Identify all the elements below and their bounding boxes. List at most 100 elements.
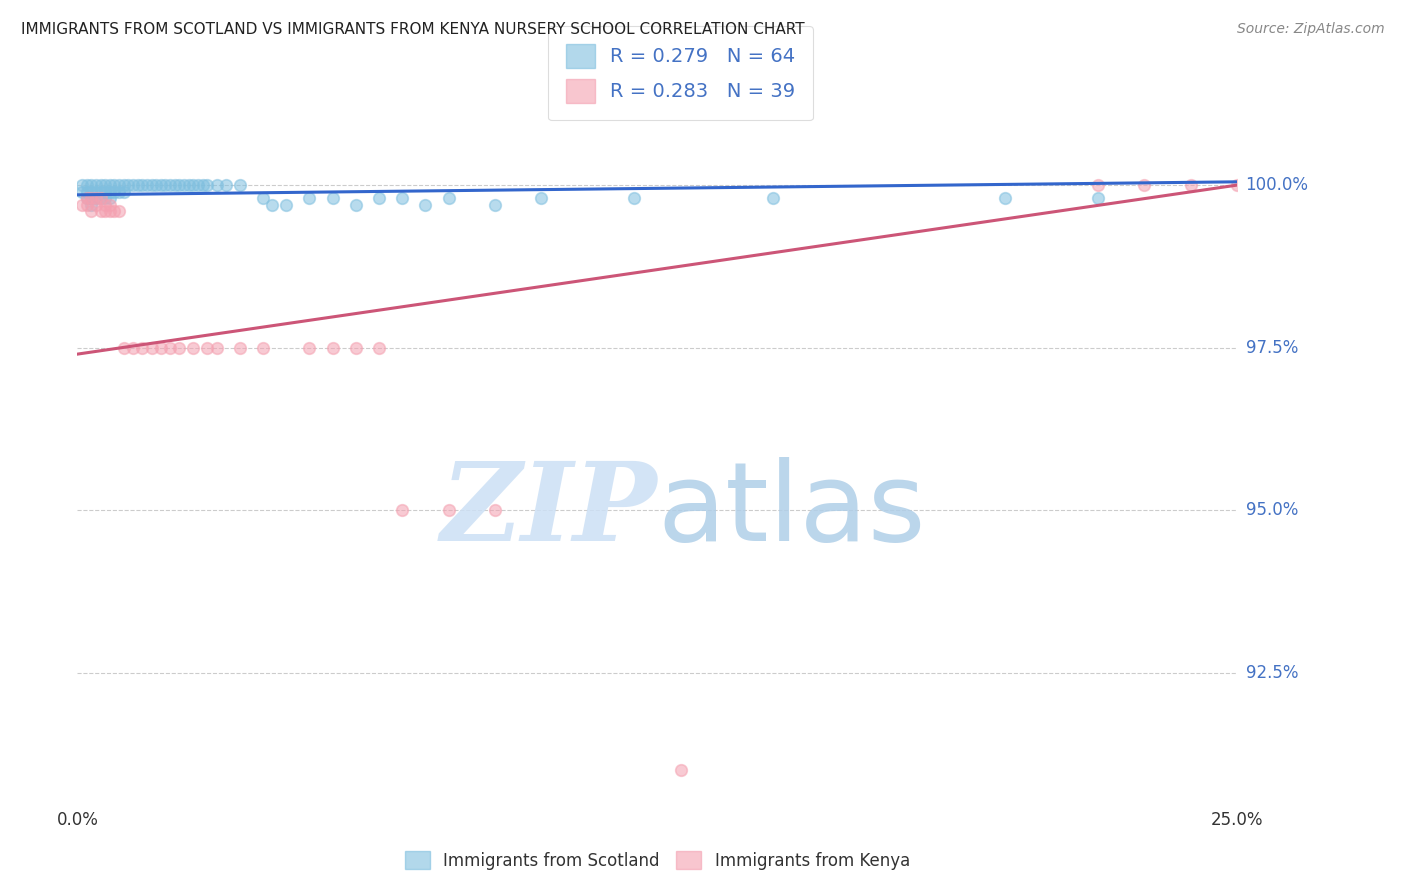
Point: [70, 178, 93, 192]
Point: [94, 204, 117, 219]
Point: [762, 191, 785, 205]
Point: [298, 191, 321, 205]
Point: [173, 178, 195, 192]
Legend: Immigrants from Scotland, Immigrants from Kenya: Immigrants from Scotland, Immigrants fro…: [396, 843, 918, 878]
Point: [98, 191, 121, 205]
Point: [530, 191, 553, 205]
Point: [122, 178, 145, 192]
Point: [669, 764, 692, 778]
Point: [76, 178, 98, 192]
Point: [321, 191, 344, 205]
Point: [1133, 178, 1156, 192]
Point: [274, 197, 298, 211]
Point: [344, 197, 367, 211]
Point: [90, 178, 111, 192]
Point: [80, 191, 103, 205]
Point: [1087, 178, 1109, 192]
Point: [228, 341, 252, 355]
Point: [228, 178, 252, 192]
Point: [80, 191, 103, 205]
Text: 100.0%: 100.0%: [1246, 176, 1309, 194]
Point: [145, 178, 167, 192]
Point: [98, 178, 121, 192]
Point: [437, 191, 460, 205]
Point: [391, 503, 413, 517]
Point: [70, 197, 93, 211]
Point: [994, 191, 1017, 205]
Point: [252, 191, 274, 205]
Point: [623, 191, 645, 205]
Point: [169, 341, 191, 355]
Point: [187, 178, 209, 192]
Point: [177, 178, 200, 192]
Point: [135, 178, 157, 192]
Text: ZIP: ZIP: [440, 457, 658, 565]
Point: [1087, 191, 1109, 205]
Point: [76, 191, 98, 205]
Point: [169, 178, 191, 192]
Point: [80, 185, 103, 199]
Point: [80, 204, 103, 219]
Point: [163, 178, 186, 192]
Text: 97.5%: 97.5%: [1246, 339, 1298, 357]
Point: [90, 191, 111, 205]
Point: [70, 185, 93, 199]
Point: [84, 185, 107, 199]
Point: [141, 341, 163, 355]
Point: [94, 185, 117, 199]
Point: [159, 178, 181, 192]
Point: [98, 197, 121, 211]
Point: [298, 341, 321, 355]
Point: [159, 341, 181, 355]
Point: [1180, 178, 1202, 192]
Point: [98, 185, 121, 199]
Point: [76, 185, 98, 199]
Point: [191, 178, 214, 192]
Point: [413, 197, 436, 211]
Point: [155, 178, 177, 192]
Point: [252, 341, 274, 355]
Point: [90, 191, 111, 205]
Point: [112, 178, 135, 192]
Point: [215, 178, 238, 192]
Text: atlas: atlas: [658, 457, 925, 564]
Point: [98, 204, 121, 219]
Point: [183, 178, 205, 192]
Point: [84, 191, 107, 205]
Point: [131, 341, 153, 355]
Point: [368, 341, 391, 355]
Point: [183, 341, 205, 355]
Point: [80, 197, 103, 211]
Point: [149, 178, 172, 192]
Text: Source: ZipAtlas.com: Source: ZipAtlas.com: [1237, 22, 1385, 37]
Point: [368, 191, 391, 205]
Point: [76, 191, 98, 205]
Point: [84, 178, 107, 192]
Point: [108, 178, 131, 192]
Point: [484, 503, 506, 517]
Point: [117, 178, 139, 192]
Point: [391, 191, 413, 205]
Point: [94, 178, 117, 192]
Point: [90, 185, 111, 199]
Point: [484, 197, 506, 211]
Point: [205, 178, 228, 192]
Point: [108, 185, 131, 199]
Point: [195, 341, 218, 355]
Point: [149, 341, 172, 355]
Point: [205, 341, 228, 355]
Point: [103, 178, 125, 192]
Point: [127, 178, 149, 192]
Text: 95.0%: 95.0%: [1246, 501, 1298, 519]
Point: [131, 178, 153, 192]
Point: [262, 197, 284, 211]
Point: [112, 185, 135, 199]
Point: [84, 197, 107, 211]
Point: [90, 204, 111, 219]
Point: [141, 178, 163, 192]
Text: IMMIGRANTS FROM SCOTLAND VS IMMIGRANTS FROM KENYA NURSERY SCHOOL CORRELATION CHA: IMMIGRANTS FROM SCOTLAND VS IMMIGRANTS F…: [21, 22, 804, 37]
Point: [321, 341, 344, 355]
Point: [84, 191, 107, 205]
Point: [103, 185, 125, 199]
Point: [344, 341, 367, 355]
